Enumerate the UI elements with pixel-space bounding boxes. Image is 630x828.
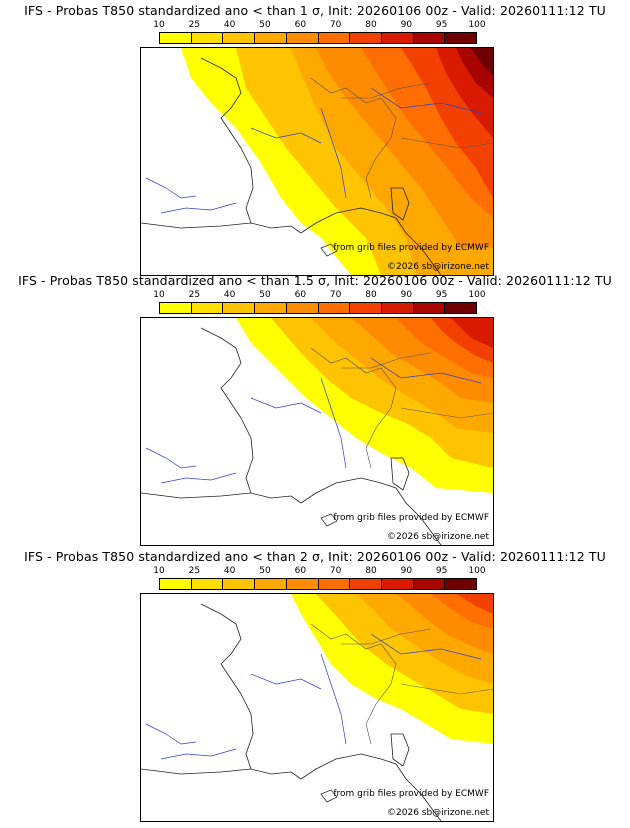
panel-title: IFS - Probas T850 standardized ano < tha… (24, 549, 606, 564)
colorbar-swatch (350, 579, 382, 589)
colorbar-swatch (350, 33, 382, 43)
colorbar-tick-label: 25 (188, 20, 201, 30)
colorbar-tick-label: 100 (468, 566, 486, 576)
colorbar-tick-label: 70 (329, 290, 342, 300)
colorbar-tick-label: 10 (153, 566, 165, 576)
colorbar-swatch (381, 303, 414, 313)
map-panel-2: IFS - Probas T850 standardized ano < tha… (0, 270, 630, 546)
probability-map: from grib files provided by ECMWF ©2026 … (140, 317, 494, 546)
map-panel-3: IFS - Probas T850 standardized ano < tha… (0, 546, 630, 822)
source-credit: from grib files provided by ECMWF (333, 243, 489, 253)
colorbar-tick-label: 50 (259, 290, 271, 300)
colorbar-tick-label: 60 (294, 20, 307, 30)
colorbar-swatch (445, 303, 477, 313)
copyright-credit: ©2026 sb@irizone.net (387, 262, 489, 272)
colorbar-swatch (286, 303, 319, 313)
colorbar-swatch (191, 579, 224, 589)
colorbar-tick-label: 70 (329, 566, 342, 576)
colorbar-tick-label: 25 (188, 566, 201, 576)
colorbar-swatch (286, 579, 319, 589)
colorbar-tick-label: 90 (400, 20, 413, 30)
map-graphic (141, 594, 493, 821)
colorbar-swatch (223, 303, 256, 313)
copyright-credit: ©2026 sb@irizone.net (387, 532, 489, 542)
colorbar-swatch (318, 303, 351, 313)
colorbar-tick-label: 95 (435, 290, 448, 300)
colorbar-swatch (160, 33, 192, 43)
colorbar-labels: 10 25 40 50 60 70 80 90 95 100 (153, 290, 485, 301)
colorbar-tick-label: 40 (223, 566, 236, 576)
colorbar-labels: 10 25 40 50 60 70 80 90 95 100 (153, 20, 485, 31)
colorbar-swatch (381, 579, 414, 589)
source-credit: from grib files provided by ECMWF (333, 513, 489, 523)
colorbar-tick-label: 80 (365, 566, 377, 576)
source-credit: from grib files provided by ECMWF (333, 789, 489, 799)
colorbar-tick-label: 10 (153, 290, 165, 300)
colorbar-swatch (191, 303, 224, 313)
colorbar-tick-label: 95 (435, 20, 448, 30)
colorbar-swatch (191, 33, 224, 43)
colorbar-tick-label: 40 (223, 20, 236, 30)
colorbar-swatch (350, 303, 382, 313)
colorbar-labels: 10 25 40 50 60 70 80 90 95 100 (153, 566, 485, 577)
colorbar-swatch (255, 303, 287, 313)
colorbar (159, 302, 477, 314)
colorbar-swatch (286, 33, 319, 43)
colorbar-swatch (318, 579, 351, 589)
colorbar-swatch (445, 579, 477, 589)
map-panel-1: IFS - Probas T850 standardized ano < tha… (0, 0, 630, 276)
colorbar-swatch (223, 579, 256, 589)
colorbar-tick-label: 80 (365, 290, 377, 300)
colorbar-swatch (413, 303, 446, 313)
colorbar-swatch (160, 579, 192, 589)
colorbar-tick-label: 50 (259, 566, 271, 576)
colorbar (159, 578, 477, 590)
colorbar (159, 32, 477, 44)
colorbar-tick-label: 90 (400, 290, 413, 300)
colorbar-tick-label: 95 (435, 566, 448, 576)
colorbar-swatch (413, 33, 446, 43)
colorbar-swatch (255, 579, 287, 589)
colorbar-tick-label: 80 (365, 20, 377, 30)
probability-map: from grib files provided by ECMWF ©2026 … (140, 47, 494, 276)
colorbar-tick-label: 40 (223, 290, 236, 300)
colorbar-tick-label: 100 (468, 20, 486, 30)
colorbar-tick-label: 90 (400, 566, 413, 576)
colorbar-swatch (223, 33, 256, 43)
panel-title: IFS - Probas T850 standardized ano < tha… (18, 273, 612, 288)
colorbar-tick-label: 70 (329, 20, 342, 30)
colorbar-swatch (255, 33, 287, 43)
colorbar-tick-label: 100 (468, 290, 486, 300)
colorbar-tick-label: 25 (188, 290, 201, 300)
colorbar-tick-label: 60 (294, 566, 307, 576)
colorbar-swatch (445, 33, 477, 43)
map-graphic (141, 318, 493, 545)
copyright-credit: ©2026 sb@irizone.net (387, 808, 489, 818)
colorbar-swatch (381, 33, 414, 43)
colorbar-swatch (413, 579, 446, 589)
panel-title: IFS - Probas T850 standardized ano < tha… (24, 3, 606, 18)
map-graphic (141, 48, 493, 275)
colorbar-tick-label: 60 (294, 290, 307, 300)
probability-map: from grib files provided by ECMWF ©2026 … (140, 593, 494, 822)
colorbar-swatch (160, 303, 192, 313)
colorbar-tick-label: 10 (153, 20, 165, 30)
colorbar-tick-label: 50 (259, 20, 271, 30)
colorbar-swatch (318, 33, 351, 43)
